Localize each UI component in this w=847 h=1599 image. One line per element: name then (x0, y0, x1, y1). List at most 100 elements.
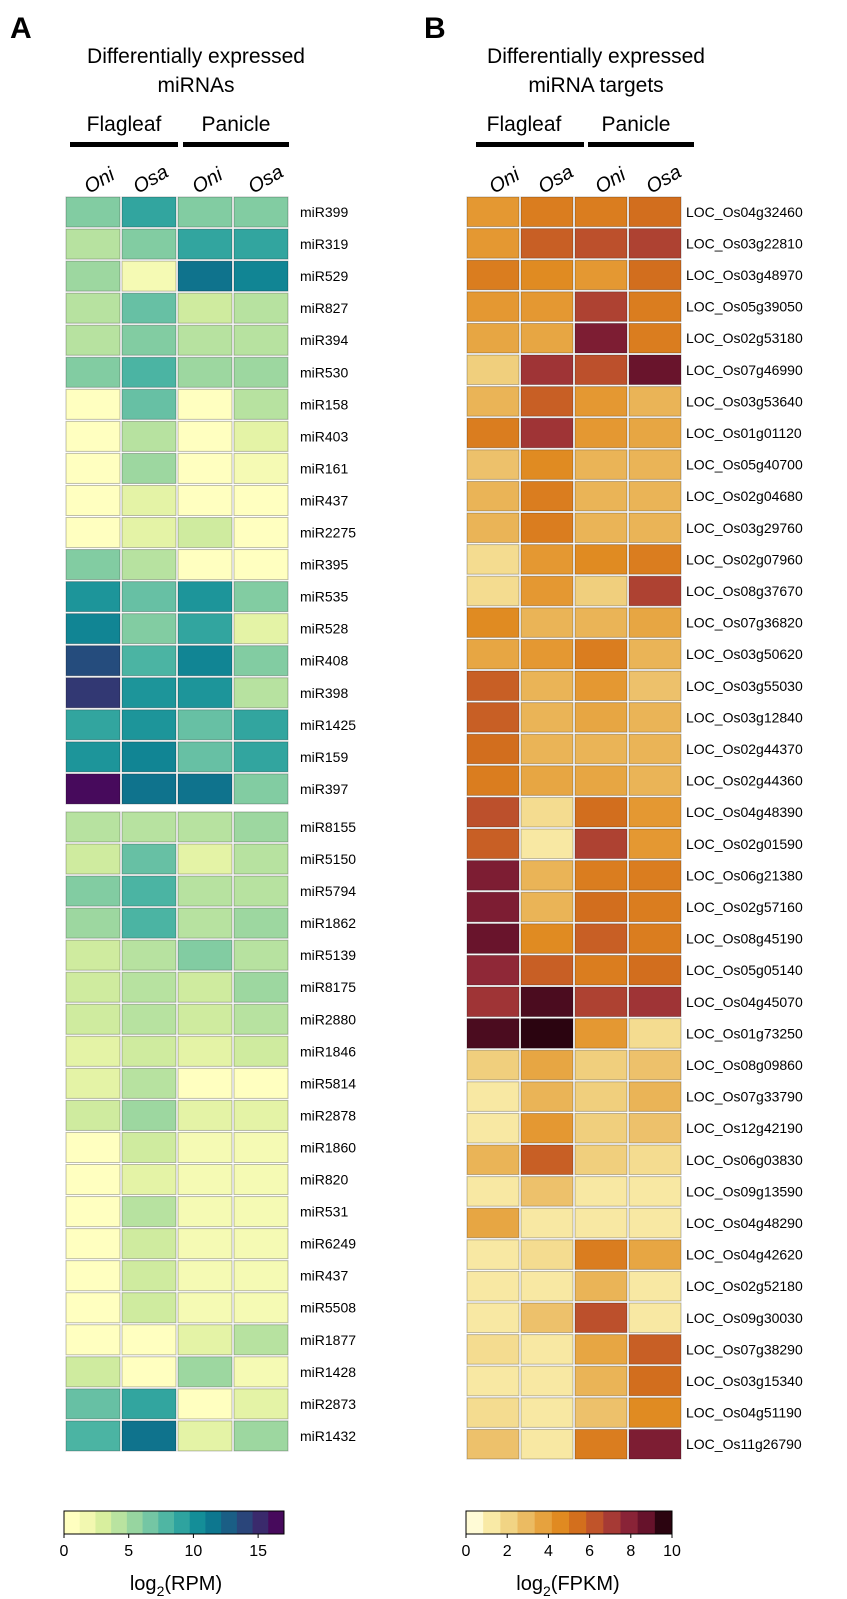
heatmap-cell (520, 891, 574, 923)
heatmap-cell (121, 843, 177, 875)
heatmap-cell (65, 581, 121, 613)
heatmap-cell (466, 891, 520, 923)
row-label: LOC_Os02g57160 (686, 899, 803, 915)
colorbar-segment (620, 1511, 639, 1534)
row-label: LOC_Os06g21380 (686, 867, 803, 883)
heatmap-cell (628, 1112, 682, 1144)
heatmap-cell (520, 386, 574, 417)
heatmap-cell (466, 670, 520, 702)
panel-b-col-osa-flagleaf: Osa (535, 161, 578, 198)
colorbar-segment (534, 1511, 553, 1534)
heatmap-cell (177, 581, 233, 613)
heatmap-cell (65, 1420, 121, 1452)
heatmap-cell (574, 828, 628, 860)
heatmap-cell (233, 292, 289, 324)
heatmap-cell (574, 259, 628, 291)
heatmap-cell (65, 907, 121, 939)
heatmap-cell (233, 420, 289, 452)
heatmap-cell (65, 324, 121, 356)
heatmap-cell (574, 291, 628, 322)
heatmap-cell (233, 549, 289, 581)
heatmap-cell (520, 322, 574, 354)
heatmap-cell (121, 1067, 177, 1099)
heatmap-cell (520, 449, 574, 480)
colorbar-segment (637, 1511, 656, 1534)
heatmap-cell (628, 575, 682, 607)
heatmap-cell (628, 544, 682, 575)
heatmap-cell (574, 417, 628, 449)
heatmap-cell (65, 613, 121, 645)
row-label: LOC_Os04g32460 (686, 204, 803, 220)
heatmap-cell (466, 765, 520, 796)
heatmap-cell (121, 875, 177, 907)
heatmap-cell (466, 1176, 520, 1207)
heatmap-cell (520, 765, 574, 796)
heatmap-cell (65, 549, 121, 581)
heatmap-cell (574, 1144, 628, 1176)
row-label: miR1425 (300, 717, 356, 733)
heatmap-cell (574, 891, 628, 923)
heatmap-cell (628, 986, 682, 1018)
panel-a-col-oni-panicle: Oni (189, 163, 227, 198)
row-label: LOC_Os03g12840 (686, 709, 803, 725)
heatmap-cell (574, 1365, 628, 1397)
heatmap-cell (177, 677, 233, 709)
row-label: miR530 (300, 364, 348, 380)
heatmap-cell (520, 354, 574, 386)
panel-a-colorbar: 0 5 10 15 (60, 1510, 285, 1560)
row-label: miR397 (300, 781, 348, 797)
heatmap-cell (574, 386, 628, 417)
heatmap-cell (233, 1196, 289, 1228)
heatmap-cell (65, 292, 121, 324)
colorbar-segment (569, 1511, 587, 1534)
heatmap-cell (574, 1270, 628, 1302)
heatmap-cell (628, 1144, 682, 1176)
heatmap-cell (177, 260, 233, 292)
heatmap-cell (466, 291, 520, 322)
colorbar-tick-label: 4 (544, 1543, 553, 1560)
row-label: miR2878 (300, 1107, 356, 1123)
heatmap-cell (520, 1365, 574, 1397)
heatmap-cell (121, 645, 177, 677)
heatmap-cell (466, 354, 520, 386)
panel-a-panicle-bracket (183, 142, 289, 147)
heatmap-cell (520, 702, 574, 733)
colorbar-segment (126, 1511, 144, 1534)
colorbar-segment (268, 1511, 285, 1534)
row-label: LOC_Os03g53640 (686, 393, 803, 409)
heatmap-cell (628, 796, 682, 828)
heatmap-cell (466, 1365, 520, 1397)
row-label: LOC_Os01g73250 (686, 1025, 803, 1041)
heatmap-cell (177, 939, 233, 971)
heatmap-cell (574, 1302, 628, 1334)
panel-b-col-osa-panicle: Osa (643, 161, 686, 198)
heatmap-cell (233, 613, 289, 645)
heatmap-cell (65, 388, 121, 420)
colorbar-segment (483, 1511, 501, 1534)
colorbar-tick-label: 10 (185, 1543, 203, 1560)
heatmap-cell (65, 677, 121, 709)
heatmap-cell (121, 517, 177, 549)
heatmap-cell (233, 1420, 289, 1452)
row-label: miR5508 (300, 1300, 356, 1316)
colorbar-segment (111, 1511, 128, 1534)
colorbar-segment (551, 1511, 570, 1534)
panel-b-col-oni-panicle: Oni (592, 163, 630, 198)
heatmap-cell (520, 670, 574, 702)
heatmap-cell (177, 971, 233, 1003)
panel-a-heatmap: miR399 miR319 miR529 miR827 miR394 miR530 miR1… (65, 196, 356, 1452)
heatmap-cell (520, 796, 574, 828)
heatmap-cell (466, 1302, 520, 1334)
heatmap-cell (65, 709, 121, 741)
heatmap-cell (177, 645, 233, 677)
row-label: miR820 (300, 1172, 348, 1188)
heatmap-cell (233, 1003, 289, 1035)
heatmap-cell (121, 741, 177, 773)
heatmap-cell (574, 1049, 628, 1081)
heatmap-cell (65, 741, 121, 773)
heatmap-cell (177, 1067, 233, 1099)
heatmap-cell (177, 356, 233, 388)
row-label: LOC_Os03g55030 (686, 678, 803, 694)
heatmap-cell (177, 1035, 233, 1067)
